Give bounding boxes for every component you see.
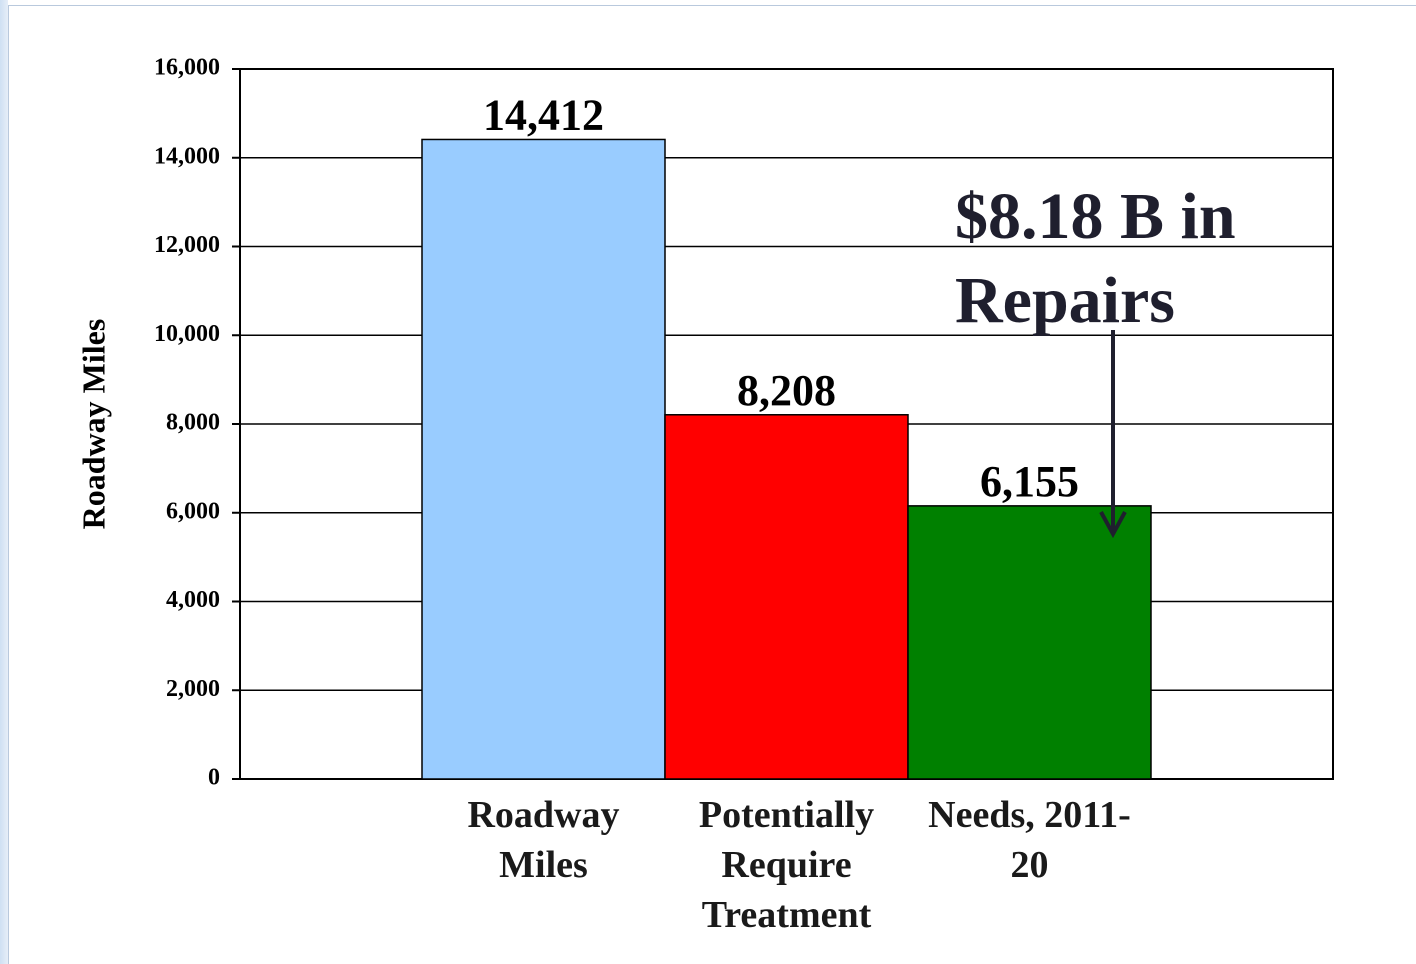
y-tick-label: 14,000: [154, 143, 220, 169]
y-tick-label: 16,000: [154, 55, 220, 81]
y-tick-label: 4,000: [166, 587, 220, 613]
value-label: 14,412: [483, 90, 604, 139]
y-tick-label: 8,000: [166, 410, 220, 436]
bar: [421, 138, 666, 780]
x-tick-label: Roadway Miles: [467, 794, 620, 886]
y-tick-label: 12,000: [154, 232, 220, 258]
x-tick-label: Needs, 2011-20: [928, 794, 1131, 886]
y-tick-label: 0: [208, 765, 220, 791]
arrow-head: [1099, 511, 1127, 539]
value-label: 8,208: [737, 366, 836, 415]
y-axis-label: Roadway Miles: [75, 319, 111, 530]
y-tick-label: 6,000: [166, 498, 220, 524]
bar: [907, 505, 1152, 780]
value-label: 6,155: [980, 457, 1079, 506]
bar: [664, 414, 909, 780]
y-tick-label: 2,000: [166, 676, 220, 702]
y-tick-label: 10,000: [154, 321, 220, 347]
x-tick-label: Potentially Require Treatment: [698, 794, 875, 936]
annotation: $8.18 B in Repairs: [955, 180, 1236, 337]
